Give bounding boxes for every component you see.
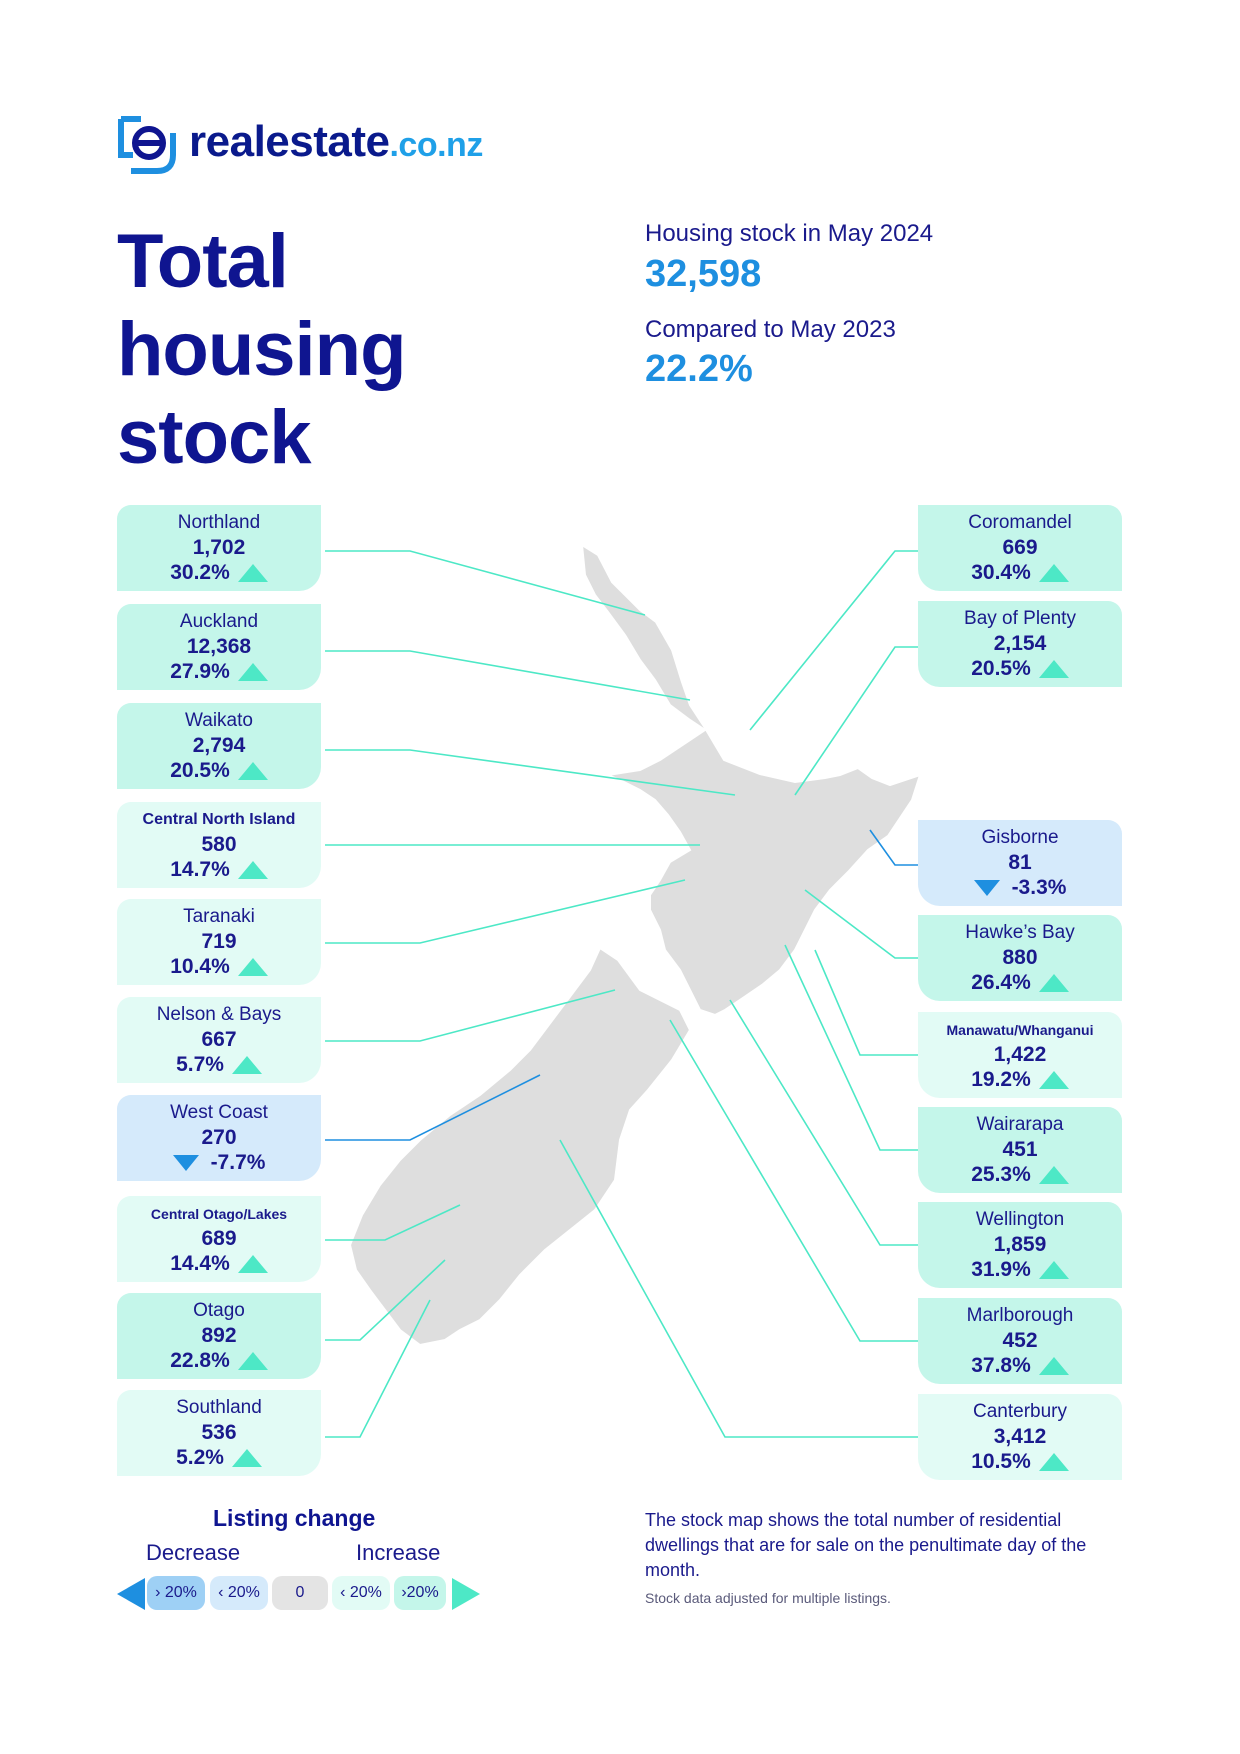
- footnote: Stock data adjusted for multiple listing…: [645, 1590, 891, 1606]
- up-arrow-icon: [1038, 1453, 1069, 1472]
- up-arrow-icon: [1038, 660, 1069, 679]
- south-island-shape[interactable]: [348, 946, 692, 1347]
- map-note: The stock map shows the total number of …: [645, 1510, 1087, 1580]
- up-arrow-icon: [231, 1449, 262, 1468]
- region-central-north-island[interactable]: Central North Island 580 14.7%: [117, 802, 321, 888]
- stock-value: 32,598: [645, 253, 762, 295]
- up-arrow-icon: [237, 861, 268, 880]
- right-arrow-icon: [452, 1578, 480, 1610]
- region-northland[interactable]: Northland 1,702 30.2%: [117, 505, 321, 591]
- page-title: Total housing stock: [117, 219, 407, 480]
- up-arrow-icon: [237, 1352, 268, 1371]
- region-hawkes-bay[interactable]: Hawke’s Bay 880 26.4%: [918, 915, 1122, 1001]
- region-gisborne[interactable]: Gisborne 81 -3.3%: [918, 820, 1122, 906]
- up-arrow-icon: [237, 663, 268, 682]
- leader-lines: [325, 550, 918, 1438]
- down-arrow-icon: [172, 1155, 199, 1172]
- legend-pill-increase-small: ‹ 20%: [332, 1576, 390, 1610]
- region-waikato[interactable]: Waikato 2,794 20.5%: [117, 703, 321, 789]
- region-otago[interactable]: Otago 892 22.8%: [117, 1293, 321, 1379]
- up-arrow-icon: [1038, 974, 1069, 993]
- north-island-shape[interactable]: [580, 543, 922, 1017]
- down-arrow-icon: [973, 880, 1000, 897]
- left-arrow-icon: [117, 1578, 145, 1610]
- up-arrow-icon: [1038, 1166, 1069, 1185]
- region-taranaki[interactable]: Taranaki 719 10.4%: [117, 899, 321, 985]
- brand-wordmark: realestate.co.nz: [189, 117, 483, 166]
- legend-title: Listing change: [213, 1505, 376, 1531]
- compare-value: 22.2%: [645, 348, 753, 390]
- region-wairarapa[interactable]: Wairarapa 451 25.3%: [918, 1107, 1122, 1193]
- legend-pill-decrease-large: › 20%: [147, 1576, 205, 1610]
- up-arrow-icon: [231, 1056, 262, 1075]
- realestate-logo-icon: [118, 116, 176, 174]
- up-arrow-icon: [1038, 1261, 1069, 1280]
- legend-decrease-label: Decrease: [146, 1540, 241, 1565]
- legend-pill-decrease-small: ‹ 20%: [210, 1576, 268, 1610]
- up-arrow-icon: [237, 564, 268, 583]
- legend-pill-increase-large: ›20%: [394, 1576, 446, 1610]
- brand-logo[interactable]: realestate.co.nz: [117, 115, 517, 181]
- up-arrow-icon: [237, 958, 268, 977]
- region-nelson-bays[interactable]: Nelson & Bays 667 5.7%: [117, 997, 321, 1083]
- region-coromandel[interactable]: Coromandel 669 30.4%: [918, 505, 1122, 591]
- region-auckland[interactable]: Auckland 12,368 27.9%: [117, 604, 321, 690]
- region-wellington[interactable]: Wellington 1,859 31.9%: [918, 1202, 1122, 1288]
- up-arrow-icon: [237, 762, 268, 781]
- up-arrow-icon: [1038, 564, 1069, 583]
- legend-pill-zero: 0: [272, 1576, 328, 1610]
- up-arrow-icon: [1038, 1071, 1069, 1090]
- region-central-otago-lakes[interactable]: Central Otago/Lakes 689 14.4%: [117, 1196, 321, 1282]
- region-west-coast[interactable]: West Coast 270 -7.7%: [117, 1095, 321, 1181]
- region-marlborough[interactable]: Marlborough 452 37.8%: [918, 1298, 1122, 1384]
- region-canterbury[interactable]: Canterbury 3,412 10.5%: [918, 1394, 1122, 1480]
- up-arrow-icon: [237, 1255, 268, 1274]
- legend-increase-label: Increase: [356, 1540, 441, 1565]
- region-manawatu-whanganui[interactable]: Manawatu/Whanganui 1,422 19.2%: [918, 1012, 1122, 1098]
- compare-label: Compared to May 2023: [645, 316, 896, 343]
- region-southland[interactable]: Southland 536 5.2%: [117, 1390, 321, 1476]
- region-bay-of-plenty[interactable]: Bay of Plenty 2,154 20.5%: [918, 601, 1122, 687]
- stock-label: Housing stock in May 2024: [645, 220, 934, 247]
- up-arrow-icon: [1038, 1357, 1069, 1376]
